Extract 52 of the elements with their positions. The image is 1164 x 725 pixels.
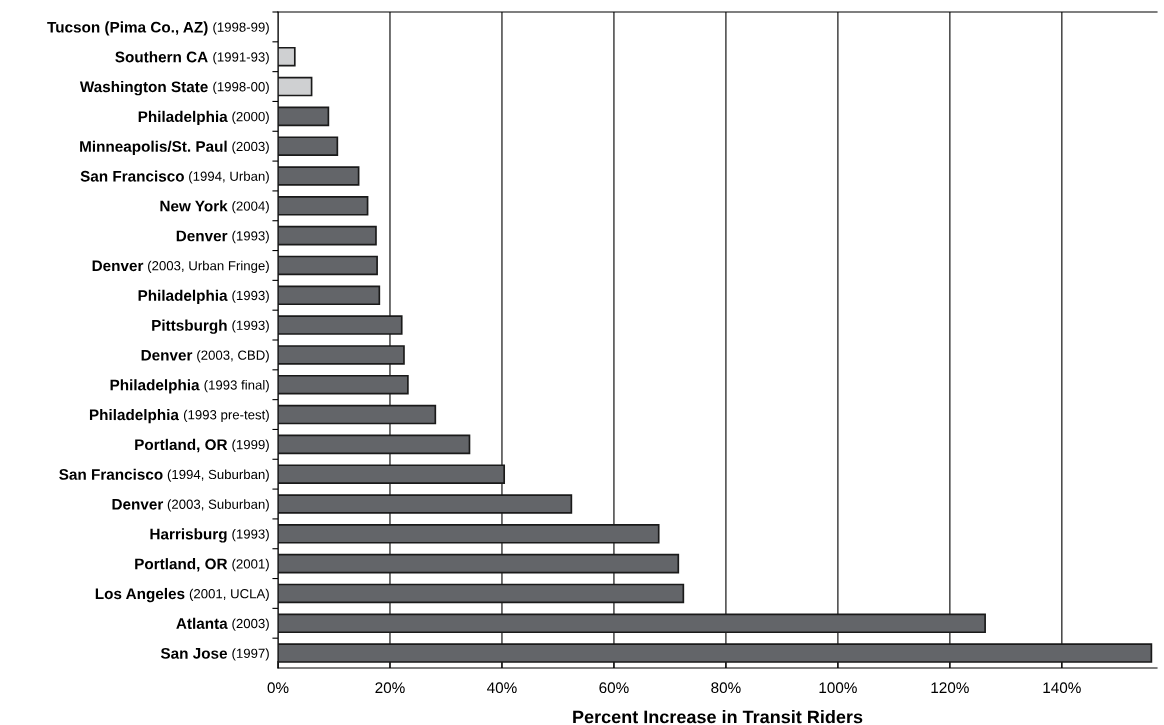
bar	[278, 196, 369, 216]
y-tick-label: San Jose (1997)	[160, 647, 269, 661]
bar	[278, 613, 986, 634]
bar	[278, 285, 381, 306]
y-tick-label: Los Angeles (2001, UCLA)	[95, 587, 269, 603]
bar	[278, 76, 313, 97]
bar	[278, 136, 339, 156]
y-tick-label: Washington State (1998-00)	[79, 81, 269, 96]
y-tick-label: Harrisburg (1993)	[150, 528, 269, 543]
bar	[278, 315, 403, 335]
bar	[278, 374, 409, 395]
x-tick-label: 60%	[599, 682, 629, 694]
bar	[278, 553, 680, 574]
y-tick-label: Denver (2003, Urban Fringe)	[92, 260, 269, 273]
y-tick-label: San Francisco (1994, Suburban)	[59, 468, 269, 482]
y-tick-label: Philadelphia (1993 final)	[110, 379, 269, 394]
bar	[278, 494, 573, 514]
y-tick-label: Philadelphia (1993 pre-test)	[89, 409, 269, 424]
y-tick-label: Atlanta (2003)	[176, 617, 269, 631]
y-tick-label: New York (2004)	[160, 200, 269, 214]
bar	[278, 464, 506, 484]
y-tick-label: Denver (2003, CBD)	[141, 349, 269, 363]
bar	[278, 166, 360, 186]
y-tick-label: Southern CA (1991-93)	[115, 51, 269, 65]
y-tick-label: Denver (1993)	[176, 230, 269, 244]
x-tick-label: 40%	[487, 682, 517, 694]
y-tick-label: San Francisco (1994, Urban)	[80, 170, 269, 184]
bar	[278, 404, 437, 425]
x-tick-label: 120%	[931, 682, 969, 694]
x-tick-label: 20%	[375, 682, 405, 694]
bar	[278, 46, 296, 67]
bar	[278, 255, 378, 276]
y-tick-label: Denver (2003, Suburban)	[112, 499, 269, 512]
x-tick-label: 0%	[267, 682, 289, 694]
bar	[278, 434, 471, 455]
y-tick-label: Minneapolis/St. Paul (2003)	[80, 140, 269, 155]
y-tick-label: Portland, OR (1999)	[135, 438, 269, 453]
bar	[278, 583, 685, 604]
bar	[278, 643, 1153, 663]
bar	[278, 524, 660, 544]
y-tick-label: Philadelphia (1993)	[138, 289, 269, 304]
y-tick-label: Tucson (Pima Co., AZ) (1998-99)	[47, 21, 269, 36]
bar	[278, 225, 377, 246]
y-tick-label: Portland, OR (2001)	[135, 558, 269, 572]
x-tick-label: 140%	[1043, 682, 1081, 694]
y-tick-label: Philadelphia (2000)	[138, 110, 269, 126]
x-axis-title: Percent Increase in Transit Riders	[573, 710, 863, 724]
x-tick-label: 80%	[711, 682, 741, 694]
bar	[278, 106, 330, 127]
bar	[278, 345, 405, 365]
x-tick-label: 100%	[819, 682, 857, 694]
y-tick-label: Pittsburgh (1993)	[152, 319, 269, 334]
